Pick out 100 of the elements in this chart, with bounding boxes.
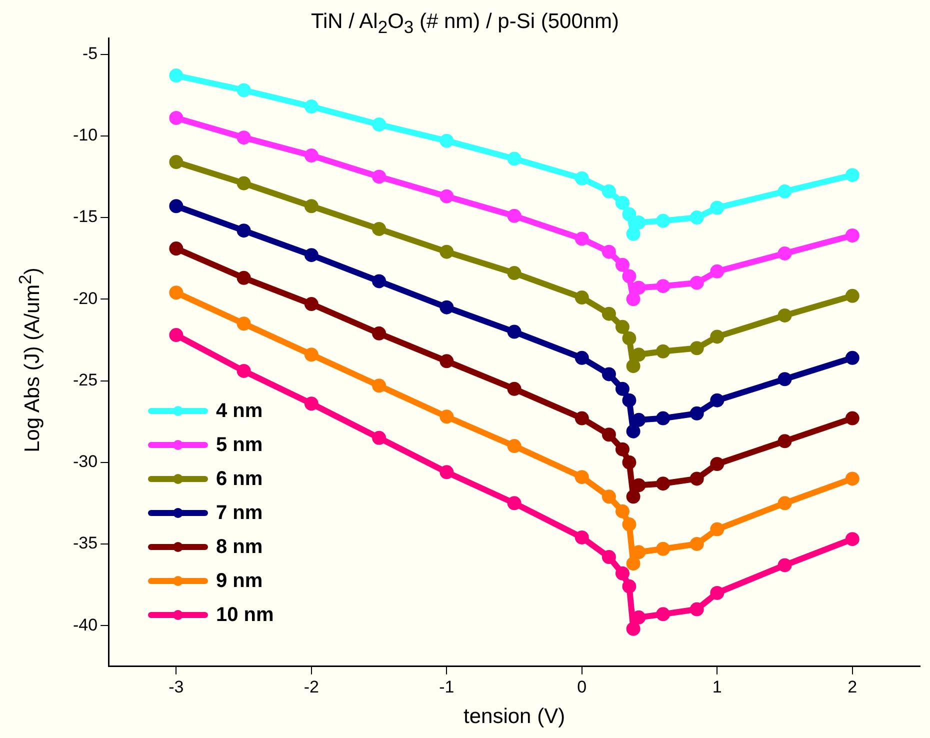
point [710, 586, 724, 600]
point [236, 176, 251, 190]
point [440, 410, 454, 424]
point [304, 396, 318, 411]
x-tick-label: 0 [577, 677, 587, 696]
point [615, 258, 630, 272]
legend-label: 7 nm [216, 502, 263, 524]
point [236, 224, 251, 238]
point [602, 244, 616, 259]
point [626, 622, 640, 636]
point [602, 367, 616, 382]
point [602, 550, 616, 564]
point [169, 328, 184, 342]
point [574, 470, 589, 484]
point [440, 189, 454, 204]
chart-title: TiN / Al$_{2}$O$_{3}$ (# nm) / p-Si (500nm) [310, 10, 620, 38]
legend-label: 5 nm [216, 434, 263, 456]
point [690, 602, 704, 616]
point [507, 382, 522, 396]
x-tick-label: 1 [712, 677, 722, 696]
point [236, 270, 251, 285]
point [778, 372, 792, 386]
point [845, 411, 860, 426]
point [690, 210, 704, 225]
point [622, 331, 636, 346]
x-tick-label: -3 [168, 677, 184, 696]
point [632, 280, 646, 295]
point [778, 558, 792, 572]
point [845, 168, 860, 182]
point [304, 348, 318, 362]
point [574, 290, 589, 305]
point [622, 207, 636, 222]
point [656, 411, 670, 426]
point [602, 306, 616, 321]
point [690, 276, 704, 290]
point [615, 442, 630, 456]
y-tick-label: -20 [72, 288, 98, 308]
point [656, 344, 670, 358]
y-tick-label: -25 [72, 370, 98, 390]
point [656, 476, 670, 491]
legend-label: 4 nm [216, 400, 263, 422]
point [622, 455, 636, 470]
point [710, 522, 724, 536]
point [602, 184, 616, 198]
point [845, 472, 860, 486]
point [622, 393, 636, 408]
point [615, 566, 630, 580]
point [304, 199, 318, 214]
point [574, 232, 589, 246]
point [690, 341, 704, 356]
point [440, 244, 454, 259]
point [632, 215, 646, 230]
y-tick-label: -10 [72, 126, 98, 145]
point [845, 288, 860, 303]
point [615, 504, 630, 518]
point [626, 424, 640, 438]
point [622, 517, 636, 532]
point [507, 496, 522, 510]
point [615, 196, 630, 210]
point [236, 83, 251, 98]
x-tick-label: 2 [848, 677, 858, 696]
point [440, 300, 454, 314]
point [507, 439, 522, 454]
point [656, 607, 670, 622]
point [778, 184, 792, 198]
point [372, 222, 386, 236]
legend-label: 6 nm [216, 468, 263, 490]
point [656, 542, 670, 556]
point [626, 226, 640, 241]
point [574, 530, 589, 544]
point [845, 228, 860, 242]
point [778, 496, 792, 510]
point [169, 242, 184, 256]
point [169, 199, 184, 214]
point [615, 382, 630, 396]
point [690, 536, 704, 551]
point [778, 246, 792, 260]
point [507, 152, 522, 166]
point [656, 214, 670, 228]
point [507, 324, 522, 339]
point [615, 320, 630, 334]
point [372, 430, 386, 445]
legend-label: 8 nm [216, 536, 263, 558]
point [372, 118, 386, 132]
point [710, 264, 724, 278]
point [372, 378, 386, 393]
point [574, 411, 589, 426]
point [574, 350, 589, 365]
point [710, 457, 724, 472]
point [304, 148, 318, 163]
point [169, 110, 184, 125]
point [169, 155, 184, 170]
x-axis-title: tension (V) [464, 705, 566, 728]
point [236, 364, 251, 378]
point [372, 274, 386, 288]
point [304, 248, 318, 262]
point [626, 556, 640, 571]
y-tick-label: -5 [82, 44, 98, 64]
point [626, 490, 640, 504]
point [656, 279, 670, 294]
